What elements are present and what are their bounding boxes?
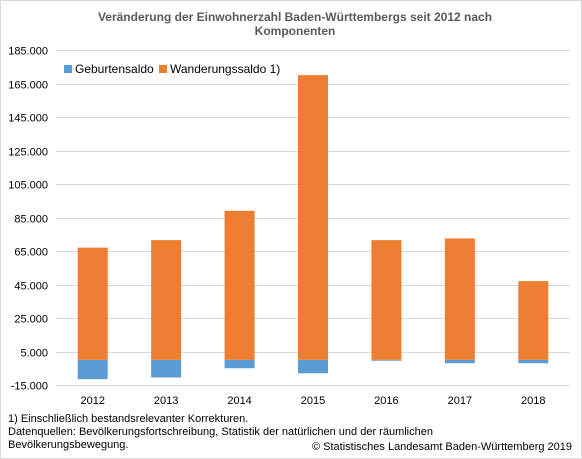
legend-swatch — [64, 65, 72, 73]
x-tick-label: 2014 — [227, 395, 251, 407]
legend-label: Wanderungssaldo 1) — [170, 62, 280, 76]
y-tick-label: 145.000 — [8, 113, 48, 125]
bar-wanderungssaldo — [444, 238, 475, 360]
legend-swatch — [159, 65, 167, 73]
x-tick-label: 2017 — [448, 395, 472, 407]
bar-wanderungssaldo — [77, 247, 108, 360]
chart-title: Veränderung der Einwohnerzahl Baden-Würt… — [97, 10, 493, 38]
footnote-2: Datenquellen: Bevölkerungsfortschreibung… — [8, 426, 433, 438]
y-tick-label: 65.000 — [14, 247, 48, 259]
bar-wanderungssaldo — [151, 240, 182, 360]
footnote-1: 1) Einschließlich bestandsrelevanter Kor… — [8, 413, 249, 425]
bar-geburtensaldo — [224, 359, 255, 369]
x-tick-label: 2018 — [521, 395, 545, 407]
y-tick-label: 25.000 — [14, 314, 48, 326]
bar-geburtensaldo — [444, 359, 475, 364]
footnotes: 1) Einschließlich bestandsrelevanter Kor… — [8, 413, 433, 452]
bar-geburtensaldo — [371, 359, 402, 361]
bar-geburtensaldo — [151, 359, 182, 378]
y-tick-label: 165.000 — [8, 80, 48, 92]
footnote-3: Bevölkerungsbewegung. — [8, 439, 129, 451]
bar-geburtensaldo — [518, 359, 549, 364]
y-tick-label: 5.000 — [20, 348, 48, 360]
x-axis-labels: 2012 2013 2014 2015 2016 2017 2018 — [80, 395, 545, 407]
bars — [77, 75, 549, 380]
bar-wanderungssaldo — [298, 75, 328, 360]
y-tick-label: 105.000 — [8, 180, 48, 192]
y-tick-label: -15.000 — [11, 381, 48, 393]
legend-label: Geburtensaldo — [75, 62, 154, 76]
copyright: © Statistisches Landesamt Baden-Württemb… — [311, 441, 572, 453]
x-tick-label: 2016 — [374, 395, 398, 407]
legend: Geburtensaldo Wanderungssaldo 1) — [64, 62, 280, 76]
x-tick-label: 2012 — [80, 395, 104, 407]
y-tick-label: 125.000 — [8, 147, 48, 159]
bar-wanderungssaldo — [518, 281, 549, 360]
y-axis-labels: -15.000 5.000 25.000 45.000 65.000 85.000 105.… — [8, 46, 48, 393]
bar-wanderungssaldo — [224, 210, 255, 360]
bar-wanderungssaldo — [371, 240, 402, 360]
x-tick-label: 2015 — [301, 395, 325, 407]
x-tick-label: 2013 — [154, 395, 178, 407]
y-tick-label: 185.000 — [8, 46, 48, 58]
bar-geburtensaldo — [77, 359, 108, 380]
y-tick-label: 45.000 — [14, 281, 48, 293]
y-tick-label: 85.000 — [14, 214, 48, 226]
bar-geburtensaldo — [298, 359, 328, 374]
